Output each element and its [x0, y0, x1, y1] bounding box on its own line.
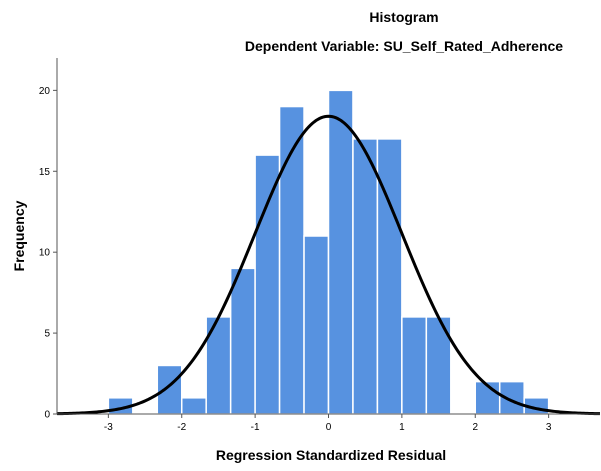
axes-group: 0 5 10 15 20 -3 -2 -1 0 1 2 3: [39, 58, 600, 433]
y-tick-label: 5: [44, 329, 50, 340]
y-tick-label: 20: [39, 86, 51, 97]
histogram-bar-10: [352, 138, 379, 415]
x-axis-label: Regression Standardized Residual: [216, 447, 446, 463]
chart-subtitle: Dependent Variable: SU_Self_Rated_Adhere…: [245, 38, 563, 54]
x-tick-label: -3: [104, 422, 113, 433]
histogram-bar-12: [401, 316, 428, 415]
y-tick-label: 10: [39, 248, 51, 259]
histogram-bar-6: [254, 154, 281, 415]
x-tick-label: 0: [326, 422, 332, 433]
bars-group: [107, 89, 550, 415]
y-tick-label: 0: [44, 410, 50, 421]
histogram-bar-9: [327, 89, 354, 415]
x-tick-label: 2: [472, 422, 478, 433]
histogram-bar-5: [229, 267, 256, 415]
normal-curve: [56, 114, 601, 416]
histogram-bar-8: [303, 235, 330, 415]
x-tick-label: 3: [546, 422, 552, 433]
y-axis-label: Frequency: [11, 200, 27, 271]
x-tick-label: -2: [177, 422, 186, 433]
y-tick-label: 15: [39, 167, 51, 178]
x-tick-label: -1: [251, 422, 260, 433]
histogram-bar-3: [180, 397, 207, 415]
x-tick-label: 1: [399, 422, 405, 433]
chart-title: Histogram: [369, 9, 438, 25]
histogram-bar-7: [278, 105, 305, 415]
histogram-bar-2: [156, 364, 183, 415]
